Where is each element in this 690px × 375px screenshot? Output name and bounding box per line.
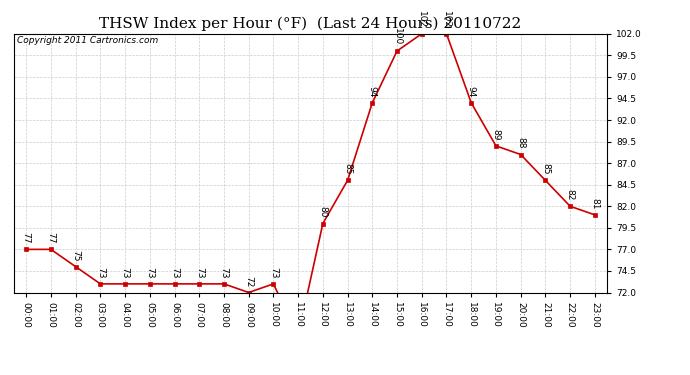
Text: 102: 102 xyxy=(442,11,451,28)
Text: 73: 73 xyxy=(269,267,278,278)
Text: 80: 80 xyxy=(318,207,327,218)
Text: 94: 94 xyxy=(368,86,377,97)
Text: 73: 73 xyxy=(146,267,155,278)
Text: 85: 85 xyxy=(343,164,352,175)
Text: 77: 77 xyxy=(46,232,55,244)
Text: 102: 102 xyxy=(417,11,426,28)
Text: 73: 73 xyxy=(170,267,179,278)
Text: 94: 94 xyxy=(466,86,475,97)
Text: 73: 73 xyxy=(195,267,204,278)
Text: 81: 81 xyxy=(591,198,600,209)
Text: 72: 72 xyxy=(244,276,253,287)
Text: 73: 73 xyxy=(219,267,228,278)
Text: 100: 100 xyxy=(393,28,402,45)
Text: 75: 75 xyxy=(71,250,80,261)
Text: 73: 73 xyxy=(121,267,130,278)
Text: Copyright 2011 Cartronics.com: Copyright 2011 Cartronics.com xyxy=(17,36,158,45)
Text: 67: 67 xyxy=(0,374,1,375)
Text: 89: 89 xyxy=(491,129,500,140)
Text: 77: 77 xyxy=(21,232,30,244)
Text: 85: 85 xyxy=(541,164,550,175)
Text: 82: 82 xyxy=(566,189,575,201)
Title: THSW Index per Hour (°F)  (Last 24 Hours) 20110722: THSW Index per Hour (°F) (Last 24 Hours)… xyxy=(99,17,522,31)
Text: 88: 88 xyxy=(516,138,525,149)
Text: 73: 73 xyxy=(96,267,105,278)
